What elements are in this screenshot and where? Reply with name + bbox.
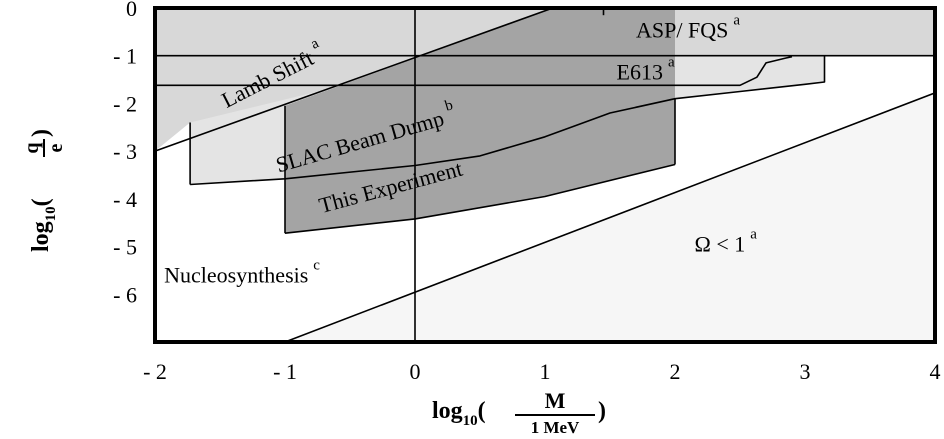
line-e613-bottom-line [155,55,793,87]
label-e613-text: E613 [617,60,663,85]
excluded-regions [155,8,935,342]
y-axis-title-prefix: log [28,221,54,252]
y-tick-label: - 5 [113,235,137,260]
x-tick-label: 0 [410,359,421,384]
x-tick-label: 2 [670,359,681,384]
label-nucleosynthesis-text: Nucleosynthesis [164,262,308,287]
label-e613-superscript: a [668,55,675,71]
line-this-experiment-bottom [284,163,676,234]
label-e613: E613 a [617,55,675,85]
label-nucleosynthesis: Nucleosynthesis c [164,257,320,287]
x-tick-label: - 2 [143,359,167,384]
x-tick-labels: - 2 - 1 0 1 2 3 4 [143,359,940,384]
y-tick-label: - 3 [113,139,137,164]
boundary-lines [155,8,935,342]
y-tick-labels: 0 - 1 - 2 - 3 - 4 - 5 - 6 [113,0,137,307]
label-slac-beam-dump-superscript: b [443,97,455,114]
x-tick-label: - 1 [273,359,297,384]
label-asp-fqs-superscript: a [733,13,740,29]
y-tick-label: - 1 [113,44,137,69]
label-omega-superscript: a [750,226,757,242]
label-omega-text: Ω < 1 [695,231,746,256]
y-axis-title-numerator: q [21,142,43,153]
x-axis-title-numerator: M [545,388,566,413]
y-tick-label: - 4 [113,187,137,212]
x-axis-title-close: ) [598,398,606,424]
svg-text:log10(: log10( [28,198,59,252]
x-tick-label: 1 [540,359,551,384]
y-axis-title-denominator: e [45,143,67,152]
y-tick-label: - 2 [113,91,137,116]
plot-frame [153,6,937,344]
label-asp-fqs-text: ASP/ FQS [636,18,728,43]
y-axis-title-sub: 10 [43,206,59,221]
x-axis-title-sub: 10 [463,413,478,429]
y-axis-title-close: ) [28,129,54,137]
line-omega-line [284,92,935,342]
label-nucleosynthesis-superscript: c [313,257,320,273]
x-axis-title: log10( [432,398,486,429]
label-asp-fqs: ASP/ FQS a [636,13,740,43]
x-axis-title-prefix: log [432,398,463,424]
y-axis-title: log10( q e ) [21,129,67,252]
x-tick-label: 3 [800,359,811,384]
line-slac-curve [190,55,826,186]
x-tick-label: 4 [930,359,941,384]
y-tick-label: 0 [126,0,137,21]
y-tick-label: - 6 [113,282,137,307]
line-lamb-shift-line [155,8,554,152]
region-this-experiment [285,8,675,234]
x-axis-title-denominator: 1 MeV [531,418,580,437]
